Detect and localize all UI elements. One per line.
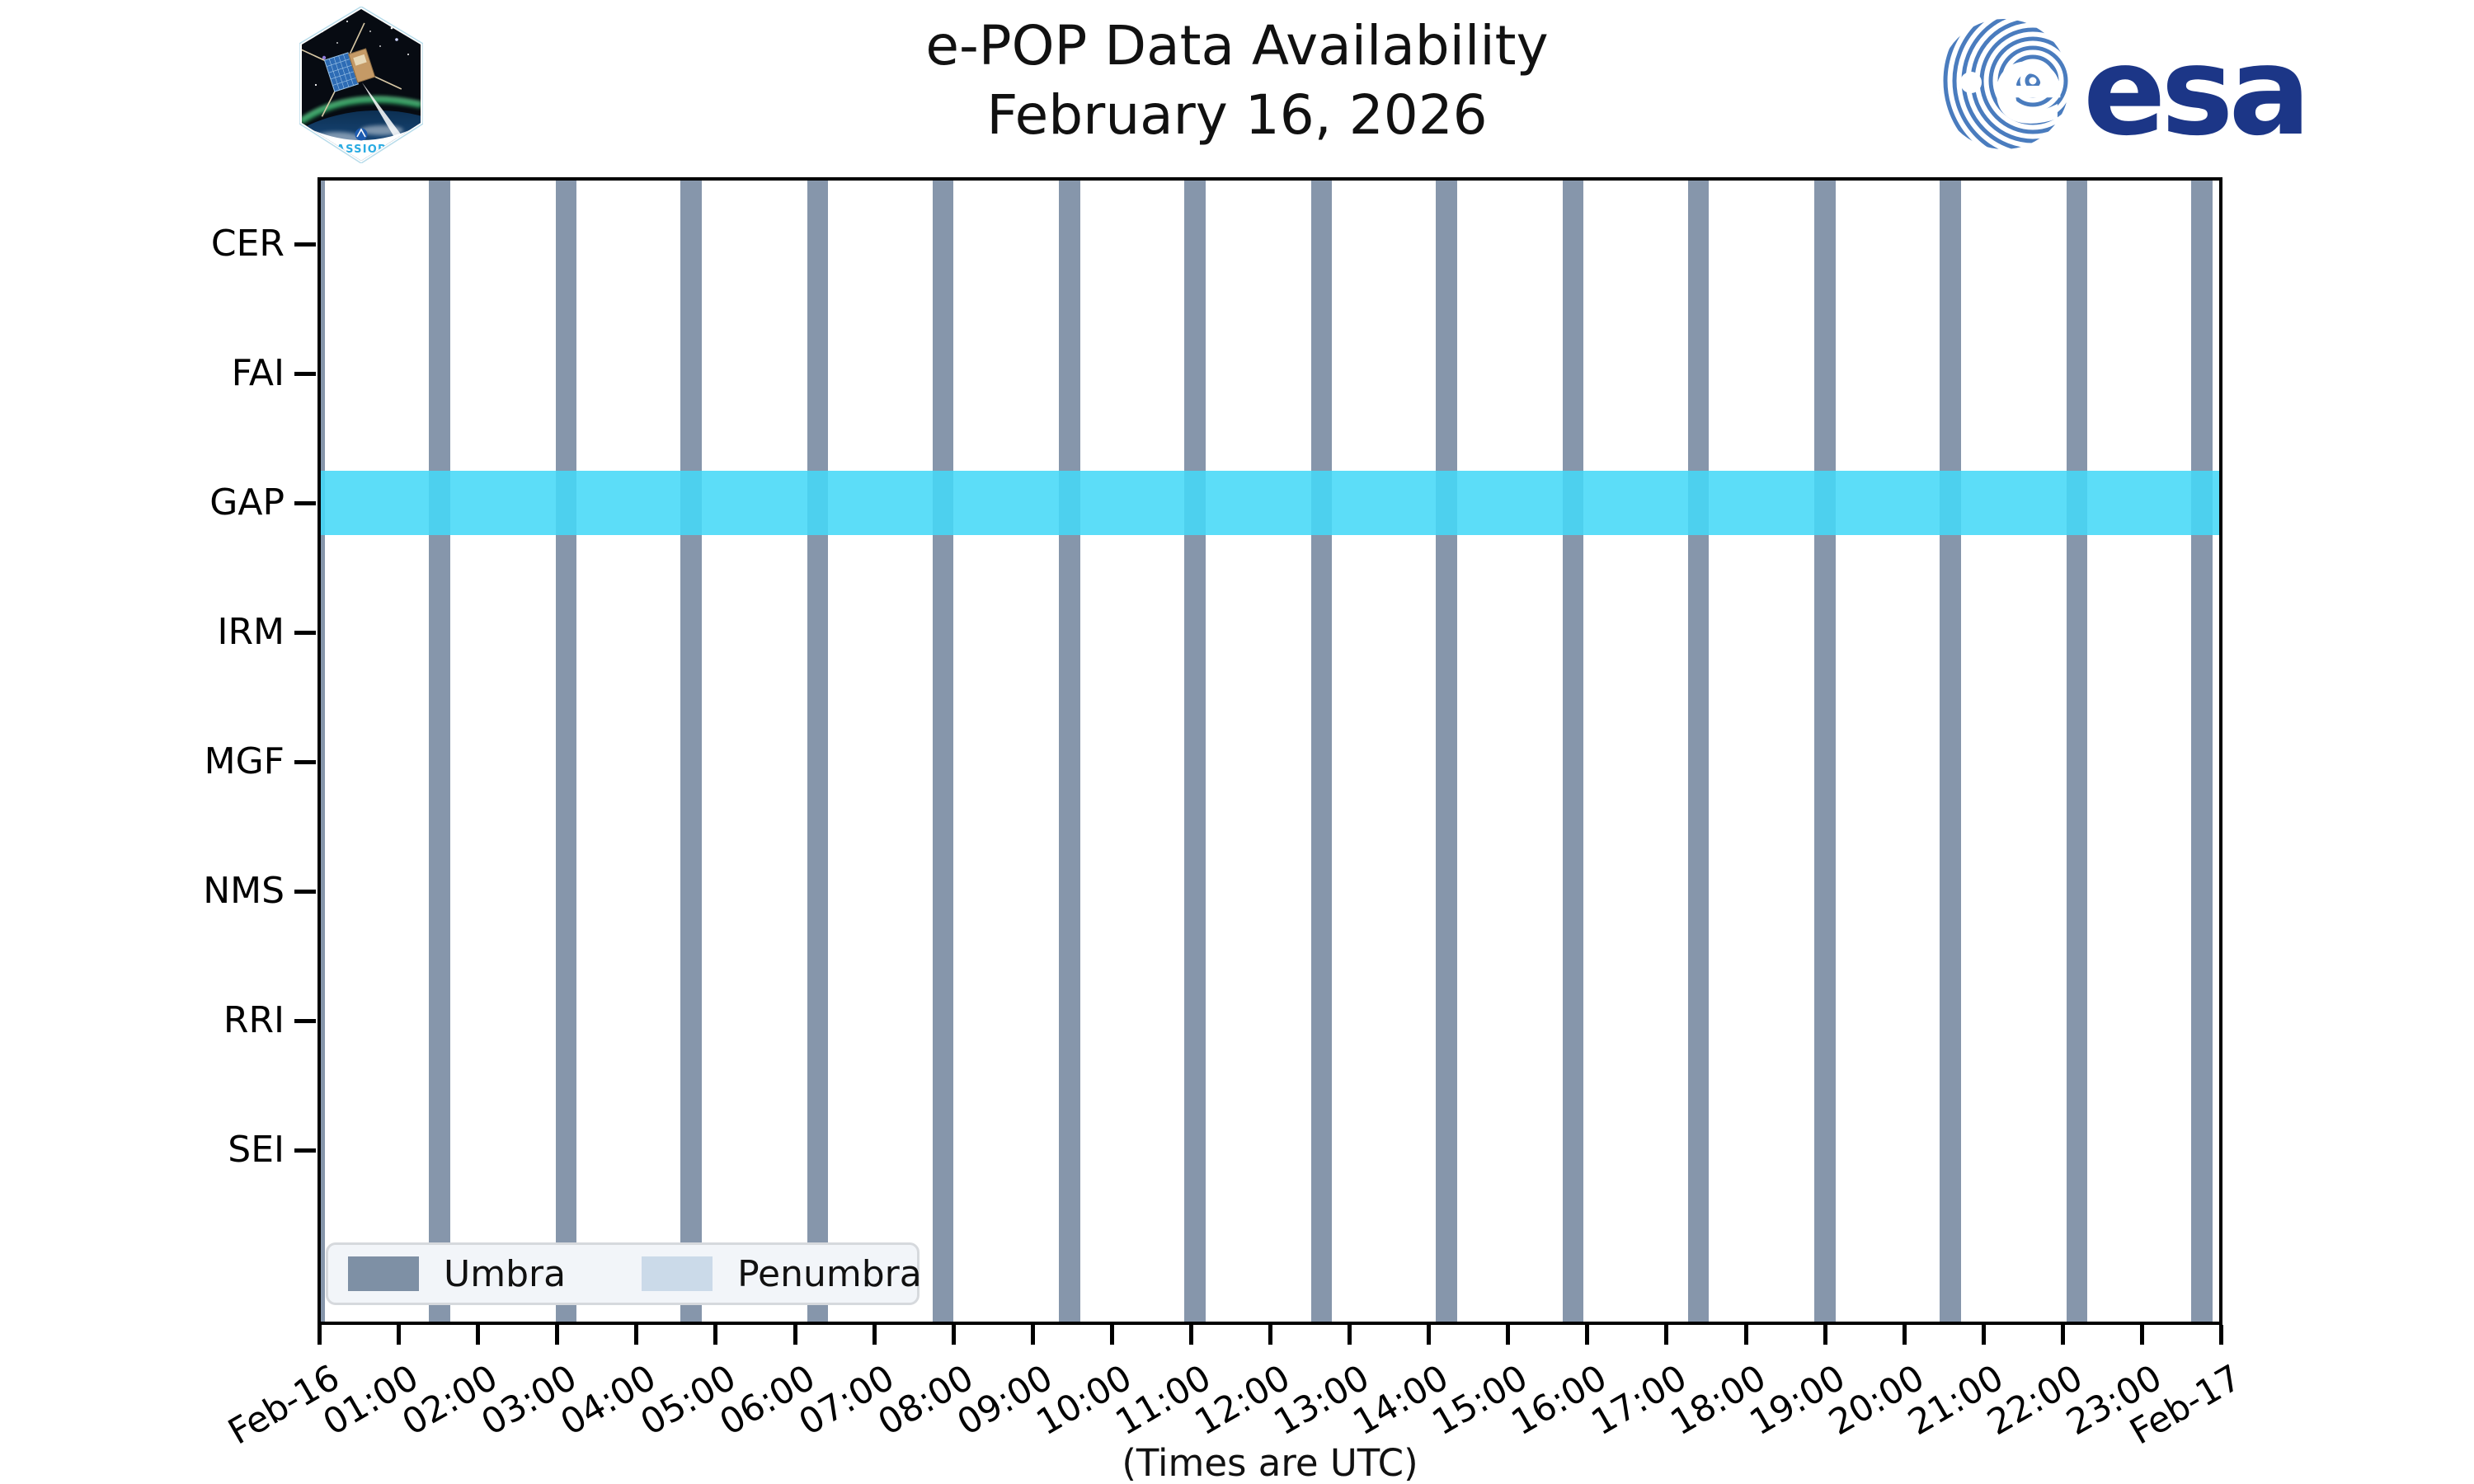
x-axis-tick: [951, 1325, 956, 1345]
x-axis-tick: [872, 1325, 877, 1345]
y-axis-tick: [294, 501, 316, 505]
umbra-bar: [1436, 181, 1457, 1322]
y-axis-label-rri: RRI: [223, 999, 285, 1041]
page-subtitle-date: February 16, 2026: [986, 83, 1488, 148]
legend: Umbra Penumbra: [326, 1242, 922, 1305]
x-axis-tick: [476, 1325, 481, 1345]
x-axis-tick: [1268, 1325, 1272, 1345]
x-axis-tick: [1506, 1325, 1511, 1345]
y-axis-label-gap: GAP: [209, 481, 285, 524]
x-axis-tick: [634, 1325, 639, 1345]
y-axis-tick: [294, 1019, 316, 1023]
x-axis-tick: [793, 1325, 797, 1345]
aurora-glow: [302, 96, 421, 124]
y-axis-tick: [294, 372, 316, 376]
satellite-body: [347, 48, 376, 83]
y-axis-tick: [294, 890, 316, 894]
umbra-bar: [932, 181, 954, 1322]
umbra-bar: [807, 181, 829, 1322]
satellite: [302, 22, 402, 117]
x-axis-tick: [713, 1325, 718, 1345]
x-axis-tick: [1743, 1325, 1748, 1345]
umbra-bar: [555, 181, 577, 1322]
y-axis-label-irm: IRM: [217, 611, 285, 653]
esa-globe-dot: [1960, 72, 1982, 93]
umbra-bar: [1310, 181, 1333, 1322]
esa-wordmark: esa: [2083, 21, 2306, 157]
plot-inner: Umbra Penumbra: [321, 181, 2219, 1322]
x-axis-tick: [2219, 1325, 2223, 1345]
legend-penumbra-label: Penumbra: [737, 1252, 922, 1295]
cassiope-logo: CASSIOPE: [299, 6, 424, 164]
cassiope-patch-graphic: CASSIOPE: [299, 6, 424, 164]
x-axis-tick: [555, 1325, 560, 1345]
y-axis-tick: [294, 631, 316, 635]
umbra-bar: [680, 181, 702, 1322]
umbra-bar: [2066, 181, 2088, 1322]
x-axis-tick: [1823, 1325, 1827, 1345]
umbra-bar: [1814, 181, 1836, 1322]
x-axis-tick: [397, 1325, 402, 1345]
y-axis-label-cer: CER: [210, 223, 285, 265]
umbra-bar: [1562, 181, 1584, 1322]
umbra-bar: [1687, 181, 1710, 1322]
umbra-bar: [1059, 181, 1080, 1322]
esa-logo: e esa: [1938, 16, 2311, 162]
x-axis-tick: [2139, 1325, 2144, 1345]
stars: [314, 21, 409, 87]
x-axis-tick: [317, 1325, 322, 1345]
beam: [362, 82, 402, 139]
csa-emblem: [355, 128, 368, 141]
y-axis-label-sei: SEI: [228, 1129, 285, 1171]
x-axis-tick: [1664, 1325, 1669, 1345]
y-axis-tick: [294, 1148, 316, 1153]
umbra-bar: [321, 181, 325, 1322]
umbra-bar: [429, 181, 450, 1322]
x-axis-tick: [1981, 1325, 1986, 1345]
title-block: e-POP Data Availability February 16, 202…: [0, 12, 2474, 151]
legend-penumbra-swatch: [642, 1256, 713, 1291]
umbra-bar: [2191, 181, 2213, 1322]
x-axis-tick: [1427, 1325, 1432, 1345]
x-axis-tick: [1109, 1325, 1114, 1345]
page-title: e-POP Data Availability: [925, 14, 1549, 77]
legend-umbra-label: Umbra: [444, 1252, 567, 1295]
y-axis-label-mgf: MGF: [204, 740, 285, 782]
x-axis-note: (Times are UTC): [1122, 1441, 1418, 1484]
legend-umbra-swatch: [348, 1256, 419, 1291]
y-axis-tick: [294, 242, 316, 247]
x-axis-tick: [1030, 1325, 1035, 1345]
gap-availability-band: [321, 471, 2219, 535]
patch-bottom-band: [302, 124, 421, 161]
y-axis-label-nms: NMS: [203, 870, 285, 912]
y-axis-label-fai: FAI: [231, 352, 285, 394]
x-axis-tick: [1188, 1325, 1193, 1345]
plot-area: Umbra Penumbra: [317, 177, 2222, 1325]
esa-logo-graphic: e esa: [1939, 19, 2311, 162]
x-axis-tick: [2060, 1325, 2065, 1345]
esa-globe-e: e: [1992, 21, 2066, 148]
x-axis-tick: [1902, 1325, 1907, 1345]
x-axis-tick: [1348, 1325, 1352, 1345]
umbra-bar: [1940, 181, 1961, 1322]
umbra-bar: [1184, 181, 1206, 1322]
y-axis-tick: [294, 760, 316, 764]
x-axis-tick: [1585, 1325, 1590, 1345]
aurora-line: [302, 96, 421, 121]
